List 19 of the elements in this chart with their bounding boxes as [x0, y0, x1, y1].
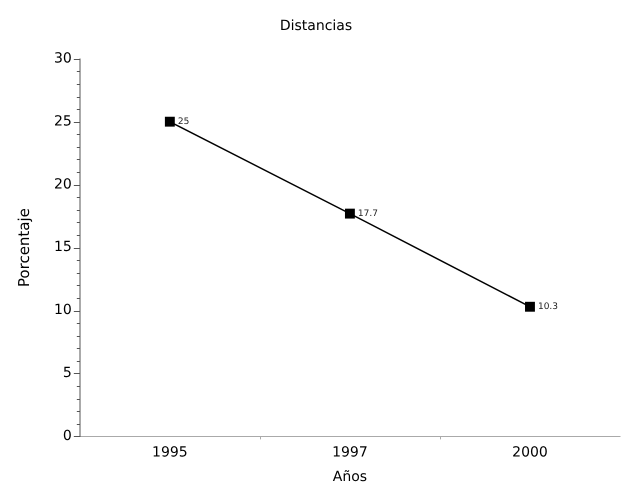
chart-title: Distancias: [280, 18, 352, 34]
x-tick-label: 1995: [152, 444, 188, 460]
y-tick-label: 0: [62, 428, 72, 444]
point: [344, 208, 355, 219]
y-tick-label: 5: [62, 365, 72, 382]
data-label: 17.7: [358, 208, 378, 219]
y-axis-title: Porcentaje: [14, 208, 33, 288]
data-label: 25: [178, 117, 190, 128]
x-tick-label: 2000: [512, 444, 548, 460]
y-tick-label: 25: [54, 113, 72, 130]
point: [164, 116, 175, 127]
x-axis-title: Años: [332, 469, 368, 486]
y-tick-label: 15: [54, 239, 72, 256]
point: [525, 302, 535, 312]
y-tick-label: 30: [54, 50, 72, 66]
y-tick-label: 20: [54, 176, 72, 192]
data-label: 10.3: [538, 302, 558, 312]
x-tick-label: 1997: [332, 444, 368, 460]
y-tick-label: 10: [54, 302, 72, 318]
